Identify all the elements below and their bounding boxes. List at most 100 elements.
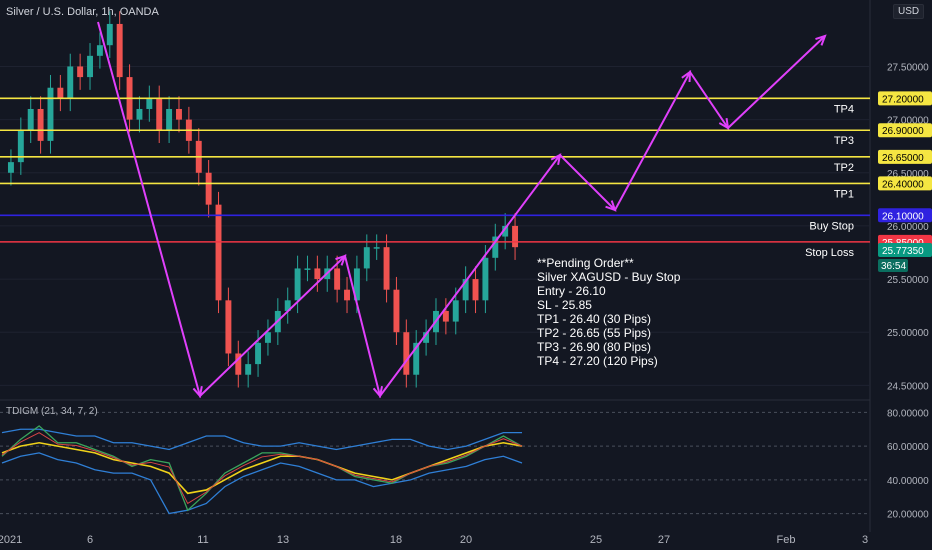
- indicator-fast-line: [1, 432, 523, 505]
- time-axis: 2021 6 11 13 18 20 25 27 Feb 3: [0, 534, 868, 546]
- candle-body: [363, 247, 370, 269]
- candle-body: [383, 247, 390, 290]
- candle-body: [136, 108, 143, 120]
- projection-arrowhead: [605, 200, 617, 212]
- note-line: TP4 - 27.20 (120 Pips): [537, 354, 658, 368]
- time-tick-label: 18: [390, 534, 402, 546]
- note-line: SL - 25.85: [537, 298, 592, 312]
- candle-body: [442, 310, 449, 322]
- projection-line: [97, 21, 826, 399]
- candle-body: [482, 257, 489, 301]
- level-label: TP1: [834, 188, 854, 200]
- projection-arrowhead: [192, 385, 203, 399]
- level-label: TP2: [834, 162, 854, 174]
- time-tick-label: Feb: [777, 534, 796, 546]
- time-tick-label: 3: [862, 534, 868, 546]
- price-tick-label: 25.00000: [887, 328, 929, 339]
- candle-body: [462, 279, 469, 301]
- candle-body: [215, 204, 222, 301]
- level-label: Buy Stop: [809, 220, 854, 232]
- countdown-label: 36:54: [881, 261, 906, 272]
- candle-body: [146, 98, 153, 109]
- indicator-upper-band: [1, 428, 522, 451]
- candle-body: [393, 289, 400, 333]
- note-line: TP2 - 26.65 (55 Pips): [537, 326, 652, 340]
- note-line: **Pending Order**: [537, 256, 634, 270]
- currency-button[interactable]: USD: [893, 4, 925, 19]
- price-tick-label: 27.50000: [887, 62, 929, 73]
- level-price-tag: [878, 208, 932, 223]
- indicator-signal-line: [1, 441, 523, 495]
- candle-body: [77, 66, 84, 78]
- indicator-tick-label: 80.00000: [887, 408, 929, 419]
- note-line: TP1 - 26.40 (30 Pips): [537, 312, 652, 326]
- level-price-tag: [878, 176, 932, 191]
- candle-body: [492, 236, 499, 258]
- candle-body: [166, 108, 173, 131]
- chart-title: Silver / U.S. Dollar, 1h, OANDA: [6, 6, 159, 18]
- price-tick-label: 27.00000: [887, 116, 929, 127]
- candle-body: [245, 364, 252, 375]
- indicator-name: TDIGM (21, 34, 7, 2): [6, 406, 98, 417]
- candle-body: [304, 268, 311, 270]
- candle-body: [294, 268, 301, 301]
- candle-body: [373, 247, 380, 249]
- level-price-label: 26.10000: [882, 211, 924, 222]
- time-tick-label: 6: [87, 534, 93, 546]
- candle-body: [413, 342, 420, 375]
- projection-arrowhead: [335, 254, 347, 266]
- candle-body: [334, 268, 341, 290]
- level-price-label: 26.90000: [882, 126, 924, 137]
- candle-body: [264, 332, 271, 343]
- candle-body: [176, 108, 182, 120]
- candle-body: [472, 279, 479, 301]
- candle-body: [403, 332, 410, 375]
- candle-body: [452, 300, 459, 322]
- grid: [0, 0, 871, 532]
- candle-body: [106, 23, 113, 46]
- time-tick-label: 2021: [0, 534, 22, 546]
- projection-arrowhead: [718, 117, 730, 130]
- candle-body: [502, 225, 509, 237]
- candle-body: [156, 98, 163, 131]
- projection-arrowhead: [550, 153, 562, 166]
- candle-body: [235, 353, 242, 375]
- note-line: TP3 - 26.90 (80 Pips): [537, 340, 652, 354]
- note-line: Entry - 26.10: [537, 284, 606, 298]
- price-tick-label: 26.50000: [887, 169, 929, 180]
- note-line: Silver XAGUSD - Buy Stop: [537, 270, 681, 284]
- candle-body: [344, 289, 350, 301]
- candle-body: [67, 66, 74, 99]
- candle-body: [37, 108, 44, 141]
- projection-arrowhead: [372, 386, 384, 399]
- candle-body: [47, 87, 54, 141]
- pending-order-note: **Pending Order** Silver XAGUSD - Buy St…: [537, 256, 680, 368]
- time-tick-label: 27: [658, 534, 670, 546]
- time-tick-label: 25: [590, 534, 602, 546]
- candle-body: [27, 108, 34, 131]
- level-label: Stop Loss: [805, 247, 854, 259]
- candle-body: [512, 225, 519, 248]
- level-price-tag: [878, 123, 932, 138]
- time-tick-label: 11: [197, 534, 208, 546]
- candle-body: [255, 342, 262, 365]
- last-price-tag: [878, 242, 932, 257]
- candle-body: [116, 23, 123, 78]
- indicator-tick-label: 40.00000: [887, 476, 929, 487]
- projection-arrowhead: [681, 69, 692, 83]
- level-label: TP4: [834, 103, 854, 115]
- projection-path: [97, 21, 827, 399]
- level-lines: TP4 TP3 TP2 TP1 Buy Stop Stop Loss: [0, 97, 870, 259]
- candle-body: [284, 300, 291, 311]
- price-tick-label: 24.50000: [887, 381, 929, 392]
- candle-body: [17, 130, 24, 163]
- level-price-label: 27.20000: [882, 94, 924, 105]
- price-candles: [7, 11, 519, 388]
- indicator-tick-label: 60.00000: [887, 442, 929, 453]
- price-tick-label: 25.50000: [887, 275, 929, 286]
- time-tick-label: 13: [277, 534, 289, 546]
- time-tick-label: 20: [460, 534, 472, 546]
- indicator-rsi-line: [1, 425, 523, 512]
- projection-arrowhead: [815, 34, 827, 46]
